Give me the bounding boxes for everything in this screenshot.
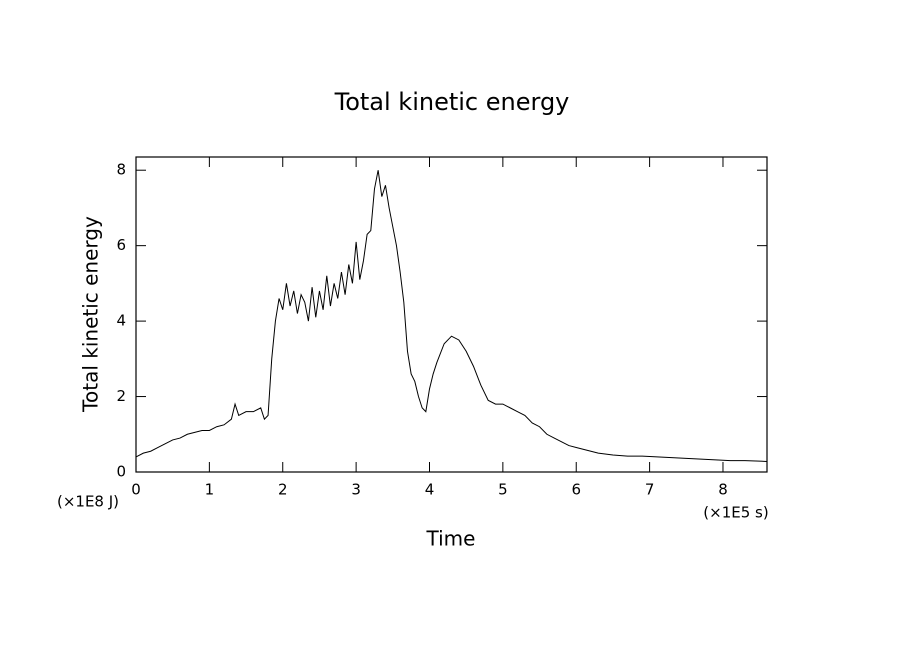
y-axis-label: Total kinetic energy — [79, 216, 103, 413]
y-tick-label: 8 — [116, 161, 126, 179]
y-unit-label: (×1E8 J) — [57, 493, 119, 511]
x-tick-label: 0 — [131, 481, 141, 499]
data-line — [135, 170, 768, 462]
x-unit-label: (×1E5 s) — [703, 504, 768, 522]
x-tick-label: 7 — [645, 481, 655, 499]
x-tick-label: 4 — [425, 481, 435, 499]
plot-frame — [135, 156, 768, 473]
y-tick-label: 6 — [116, 236, 126, 254]
x-tick-label: 6 — [571, 481, 581, 499]
x-tick-label: 3 — [351, 481, 361, 499]
x-axis-label: Time — [426, 527, 476, 551]
y-tick-label: 0 — [116, 463, 126, 481]
y-tick-label: 2 — [116, 387, 126, 405]
x-tick-label: 5 — [498, 481, 508, 499]
y-tick-label: 4 — [116, 312, 126, 330]
chart-title: Total kinetic energy — [334, 88, 570, 116]
x-tick-label: 1 — [205, 481, 215, 499]
x-tick-label: 8 — [718, 481, 728, 499]
x-tick-label: 2 — [278, 481, 288, 499]
